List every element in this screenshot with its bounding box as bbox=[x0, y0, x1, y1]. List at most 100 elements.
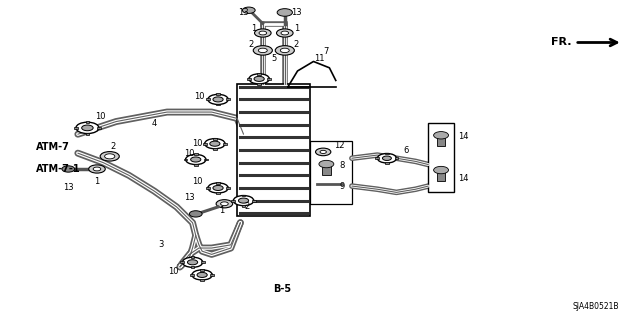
Text: 13: 13 bbox=[184, 193, 195, 202]
Bar bbox=[385, 152, 389, 154]
Text: 1: 1 bbox=[294, 24, 299, 33]
Bar bbox=[191, 266, 195, 268]
Circle shape bbox=[280, 48, 289, 53]
Circle shape bbox=[221, 202, 228, 206]
Bar bbox=[200, 279, 204, 281]
Circle shape bbox=[197, 272, 207, 278]
Text: 13: 13 bbox=[291, 8, 301, 17]
Circle shape bbox=[434, 131, 449, 139]
Text: 10: 10 bbox=[168, 267, 179, 276]
Bar bbox=[227, 187, 230, 189]
Bar bbox=[237, 84, 310, 216]
Circle shape bbox=[320, 150, 326, 153]
Circle shape bbox=[239, 198, 248, 203]
Bar bbox=[190, 274, 194, 276]
Circle shape bbox=[208, 94, 228, 105]
Circle shape bbox=[277, 9, 292, 16]
Bar bbox=[86, 121, 90, 123]
Text: 3: 3 bbox=[158, 241, 163, 249]
Bar bbox=[268, 78, 271, 80]
Circle shape bbox=[275, 46, 294, 55]
Bar bbox=[376, 157, 380, 159]
Bar bbox=[437, 134, 445, 146]
Bar bbox=[216, 93, 220, 95]
Circle shape bbox=[82, 125, 93, 131]
Text: 2: 2 bbox=[294, 40, 299, 48]
Bar bbox=[194, 164, 198, 166]
Bar bbox=[74, 127, 78, 129]
Text: 13: 13 bbox=[238, 8, 249, 17]
Circle shape bbox=[188, 260, 198, 265]
Circle shape bbox=[210, 141, 220, 146]
Bar bbox=[322, 163, 330, 175]
Circle shape bbox=[255, 29, 271, 37]
Text: 8: 8 bbox=[340, 161, 345, 170]
Bar bbox=[86, 133, 90, 135]
Circle shape bbox=[234, 196, 253, 206]
Text: 14: 14 bbox=[458, 174, 468, 183]
Circle shape bbox=[383, 156, 392, 160]
Bar bbox=[310, 141, 352, 204]
Bar bbox=[206, 99, 210, 100]
Circle shape bbox=[253, 46, 273, 55]
Circle shape bbox=[62, 166, 75, 172]
Bar bbox=[200, 269, 204, 271]
Bar bbox=[242, 205, 246, 207]
Bar bbox=[97, 127, 100, 129]
Text: 2: 2 bbox=[110, 142, 116, 151]
Text: 1: 1 bbox=[251, 24, 256, 33]
Text: 10: 10 bbox=[193, 139, 203, 148]
Circle shape bbox=[192, 270, 212, 280]
Circle shape bbox=[189, 211, 202, 217]
Bar bbox=[216, 192, 220, 194]
Circle shape bbox=[76, 122, 99, 134]
Circle shape bbox=[243, 7, 255, 13]
Text: FR.: FR. bbox=[551, 38, 572, 48]
Text: 14: 14 bbox=[458, 132, 468, 141]
Bar bbox=[227, 99, 230, 100]
Text: 1: 1 bbox=[94, 177, 100, 186]
Circle shape bbox=[100, 152, 119, 161]
Text: 10: 10 bbox=[193, 177, 203, 186]
Text: 10: 10 bbox=[95, 112, 106, 121]
Circle shape bbox=[208, 183, 228, 193]
Circle shape bbox=[316, 148, 331, 156]
Bar bbox=[394, 157, 398, 159]
Bar bbox=[203, 143, 207, 145]
Bar bbox=[232, 200, 236, 202]
Bar bbox=[257, 73, 261, 75]
Bar bbox=[213, 148, 217, 150]
Text: 6: 6 bbox=[403, 146, 409, 155]
Circle shape bbox=[254, 76, 264, 81]
Circle shape bbox=[213, 185, 223, 190]
Circle shape bbox=[213, 97, 223, 102]
Bar bbox=[201, 261, 205, 263]
Circle shape bbox=[104, 154, 115, 159]
Circle shape bbox=[191, 157, 201, 162]
Circle shape bbox=[182, 257, 203, 267]
Bar bbox=[204, 159, 208, 160]
Circle shape bbox=[205, 139, 225, 149]
Circle shape bbox=[378, 153, 396, 163]
Text: 1: 1 bbox=[219, 206, 224, 215]
Bar bbox=[194, 153, 198, 155]
Bar bbox=[191, 256, 195, 258]
Circle shape bbox=[216, 200, 233, 208]
Bar bbox=[257, 83, 261, 85]
Circle shape bbox=[186, 154, 206, 165]
Bar bbox=[206, 187, 210, 189]
Text: 10: 10 bbox=[194, 92, 204, 101]
Circle shape bbox=[259, 31, 267, 35]
Bar bbox=[213, 138, 217, 140]
Text: 11: 11 bbox=[315, 54, 325, 63]
Text: 4: 4 bbox=[152, 119, 157, 128]
Bar bbox=[437, 169, 445, 181]
Text: 5: 5 bbox=[271, 54, 276, 63]
Text: SJA4B0521B: SJA4B0521B bbox=[573, 302, 620, 311]
Circle shape bbox=[276, 29, 293, 37]
Circle shape bbox=[93, 167, 100, 171]
Bar bbox=[385, 162, 389, 164]
Text: ATM-7: ATM-7 bbox=[36, 142, 70, 152]
Circle shape bbox=[249, 74, 269, 84]
Text: 13: 13 bbox=[63, 183, 74, 192]
